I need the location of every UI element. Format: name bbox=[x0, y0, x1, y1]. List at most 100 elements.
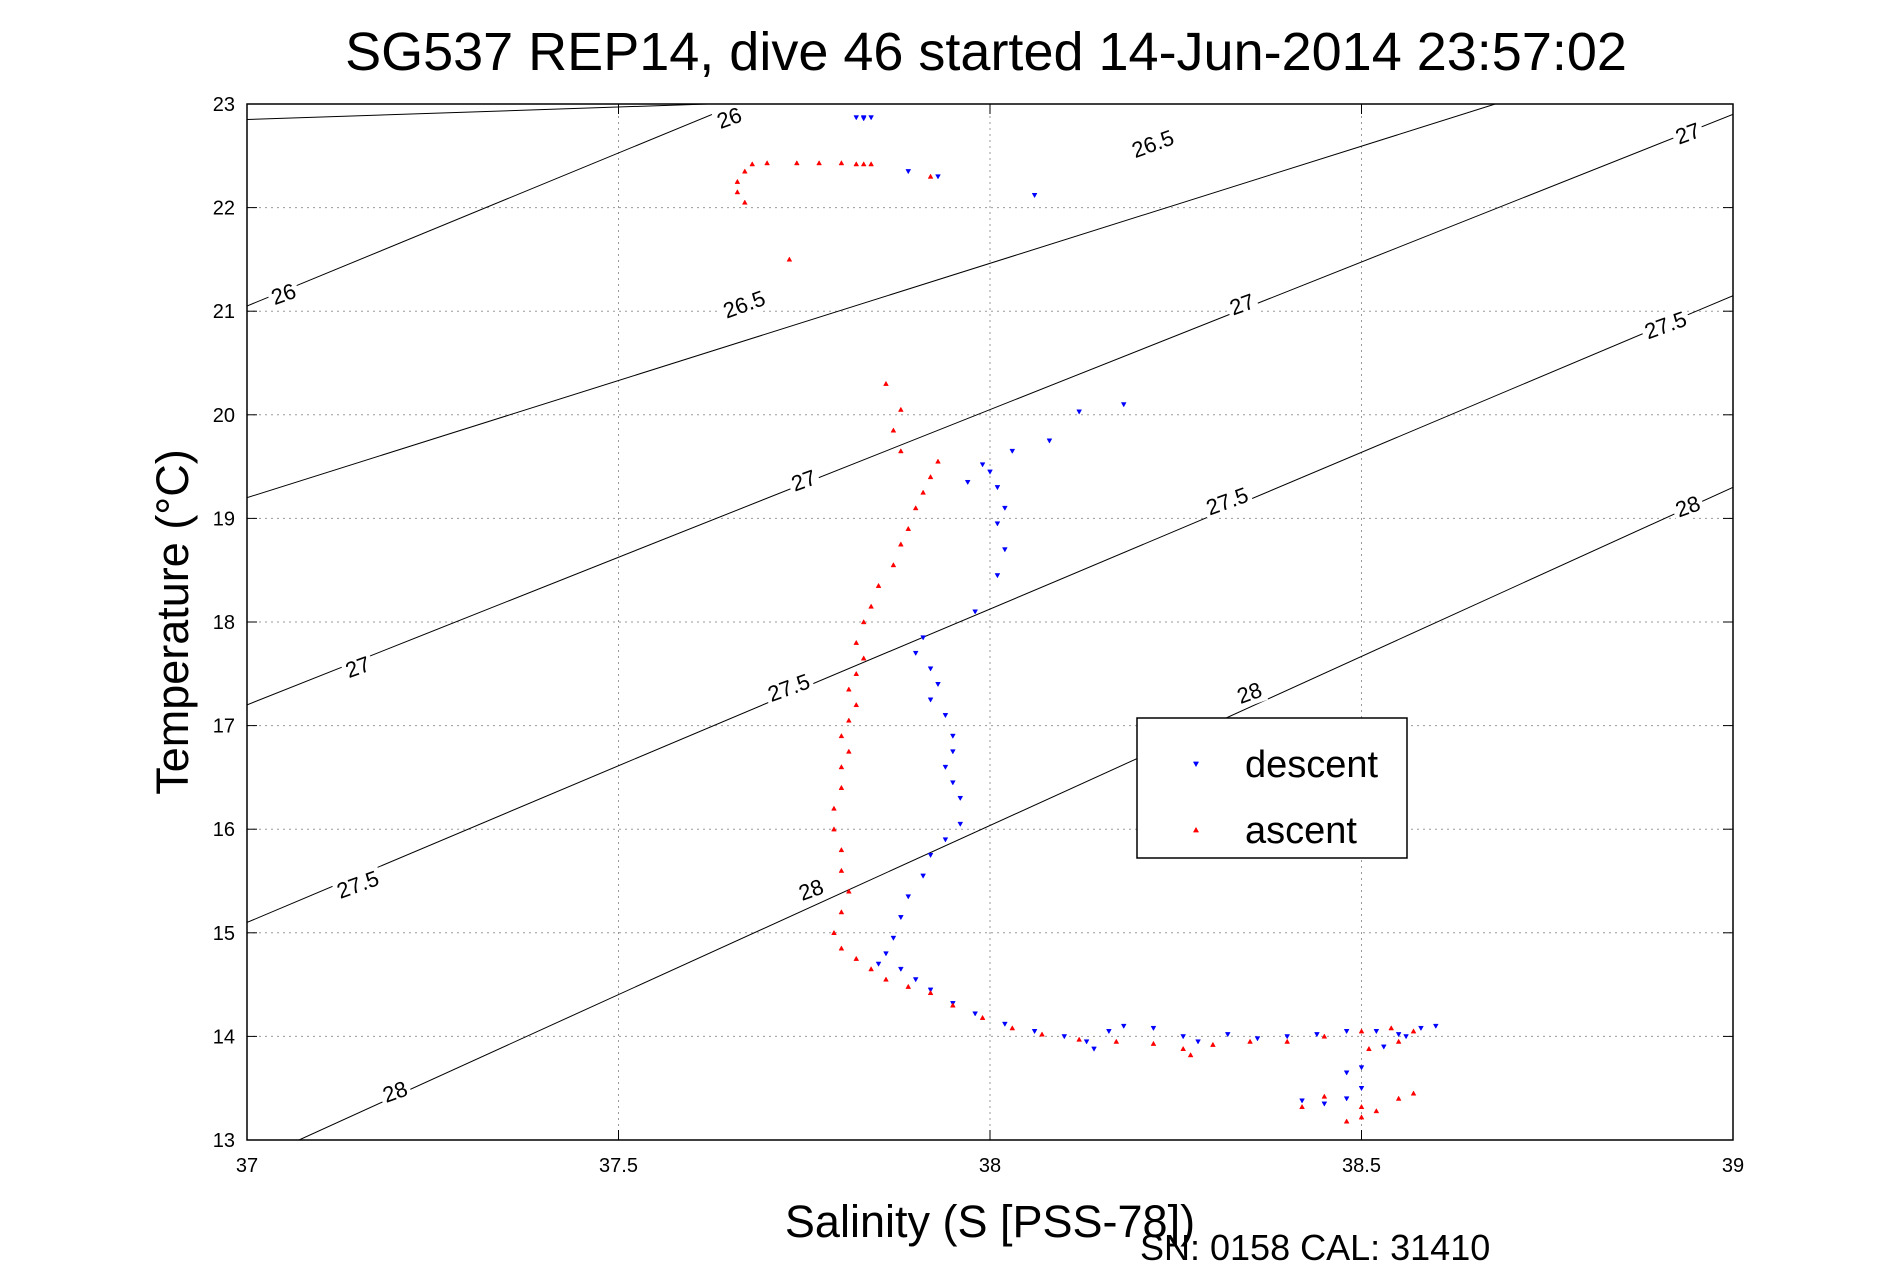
descent-point bbox=[1299, 1098, 1305, 1104]
ascent-point bbox=[1410, 1028, 1417, 1034]
ascent-point bbox=[1039, 1031, 1045, 1037]
legend: descent ascent bbox=[1136, 717, 1408, 859]
descent-point bbox=[912, 977, 919, 983]
descent-point bbox=[972, 609, 978, 615]
descent-point bbox=[1076, 409, 1082, 415]
contour-label-bg bbox=[1223, 287, 1261, 322]
ascent-point bbox=[1247, 1038, 1253, 1044]
contour-label-bg bbox=[339, 650, 377, 684]
descent-point bbox=[987, 469, 993, 475]
ascent-point bbox=[868, 966, 874, 972]
descent-point bbox=[1091, 1046, 1097, 1052]
descent-point bbox=[920, 635, 926, 641]
ascent-point bbox=[838, 847, 845, 853]
descent-point bbox=[1358, 1065, 1365, 1071]
ascent-point bbox=[853, 701, 860, 708]
y-axis-ticks: 13 14 15 16 17 18 19 20 21 22 23 bbox=[213, 94, 1733, 1152]
descent-point bbox=[1321, 1101, 1328, 1107]
ascent-point bbox=[838, 784, 845, 790]
contour-label-bg bbox=[1669, 489, 1707, 524]
ascent-point bbox=[838, 867, 845, 873]
descent-point bbox=[935, 174, 941, 180]
descent-point bbox=[1343, 1096, 1350, 1102]
contour-line-27 bbox=[247, 113, 1733, 706]
ascent-point bbox=[1321, 1033, 1328, 1039]
ascent-point bbox=[898, 541, 904, 547]
y-tick-label: 17 bbox=[213, 716, 235, 738]
descent-point bbox=[898, 966, 904, 972]
y-tick-label: 22 bbox=[213, 198, 235, 220]
contour-label-bg bbox=[376, 1074, 414, 1109]
contour-label-bg bbox=[761, 667, 817, 708]
ascent-point bbox=[883, 380, 889, 386]
descent-point bbox=[1418, 1025, 1424, 1032]
ascent-point bbox=[898, 406, 904, 412]
descent-point bbox=[942, 837, 949, 843]
ascent-point bbox=[860, 619, 867, 625]
contour-label-bg bbox=[710, 104, 748, 135]
ascent-point bbox=[898, 448, 904, 454]
descent-point bbox=[905, 169, 912, 175]
x-axis-label: Salinity (S [PSS-78]) bbox=[785, 1196, 1195, 1247]
descent-point bbox=[950, 749, 956, 755]
ascent-point bbox=[734, 178, 741, 184]
ascent-point bbox=[868, 161, 874, 167]
ascent-point bbox=[927, 989, 934, 996]
contour-line-28 bbox=[298, 486, 1733, 1140]
ascent-point bbox=[1009, 1025, 1016, 1031]
contour-label-bg bbox=[785, 463, 823, 498]
ascent-point bbox=[853, 639, 860, 645]
y-tick-label: 16 bbox=[213, 819, 235, 841]
y-tick-label: 14 bbox=[213, 1026, 235, 1048]
ascent-point bbox=[979, 1014, 986, 1020]
ascent-point bbox=[831, 805, 837, 811]
contour-label-bg bbox=[717, 284, 772, 325]
ascent-point bbox=[816, 160, 822, 166]
ascent-point bbox=[1395, 1095, 1402, 1101]
descent-point bbox=[860, 116, 867, 122]
descent-point bbox=[927, 697, 934, 703]
ascent-point bbox=[1373, 1108, 1380, 1114]
ascent-point bbox=[1076, 1036, 1082, 1042]
ascent-point bbox=[793, 160, 800, 166]
descent-point bbox=[1195, 1039, 1201, 1045]
ascent-point bbox=[1410, 1090, 1417, 1096]
ascent-point bbox=[831, 826, 837, 832]
ascent-point bbox=[741, 168, 748, 174]
descent-point bbox=[957, 821, 964, 827]
descent-point bbox=[905, 894, 912, 900]
y-tick-label: 13 bbox=[213, 1130, 235, 1152]
descent-point bbox=[1046, 438, 1053, 444]
legend-label-ascent: ascent bbox=[1245, 810, 1357, 852]
descent-point bbox=[853, 115, 860, 121]
ascent-point bbox=[846, 748, 852, 754]
ascent-point bbox=[1366, 1045, 1372, 1052]
descent-point bbox=[1120, 1023, 1127, 1029]
ascent-point bbox=[890, 562, 897, 568]
y-tick-label: 18 bbox=[213, 612, 235, 634]
descent-point bbox=[1031, 192, 1038, 199]
y-axis-label: Temperature (°C) bbox=[147, 449, 198, 795]
descent-point bbox=[1343, 1029, 1350, 1035]
ascent-point bbox=[905, 983, 912, 989]
descent-point bbox=[1180, 1034, 1187, 1040]
descent-point bbox=[994, 521, 1001, 527]
ascent-point bbox=[1388, 1025, 1395, 1031]
descent-point bbox=[994, 573, 1001, 579]
descent-point bbox=[972, 1011, 978, 1017]
contour-label-bg bbox=[792, 872, 830, 907]
contour-label-bg bbox=[330, 864, 386, 905]
ascent-point bbox=[1187, 1052, 1194, 1058]
contour-label-bg bbox=[264, 277, 303, 312]
ascent-point bbox=[890, 427, 897, 433]
descent-point bbox=[875, 961, 882, 967]
ascent-point bbox=[1358, 1114, 1365, 1120]
descent-point bbox=[1373, 1029, 1380, 1035]
x-tick-label: 38.5 bbox=[1342, 1155, 1381, 1177]
descent-point bbox=[942, 713, 949, 719]
ascent-point bbox=[764, 160, 770, 166]
contour-line-26 bbox=[247, 104, 708, 121]
descent-point bbox=[942, 764, 949, 770]
ascent-point bbox=[1299, 1103, 1305, 1110]
y-tick-label: 23 bbox=[213, 94, 235, 116]
